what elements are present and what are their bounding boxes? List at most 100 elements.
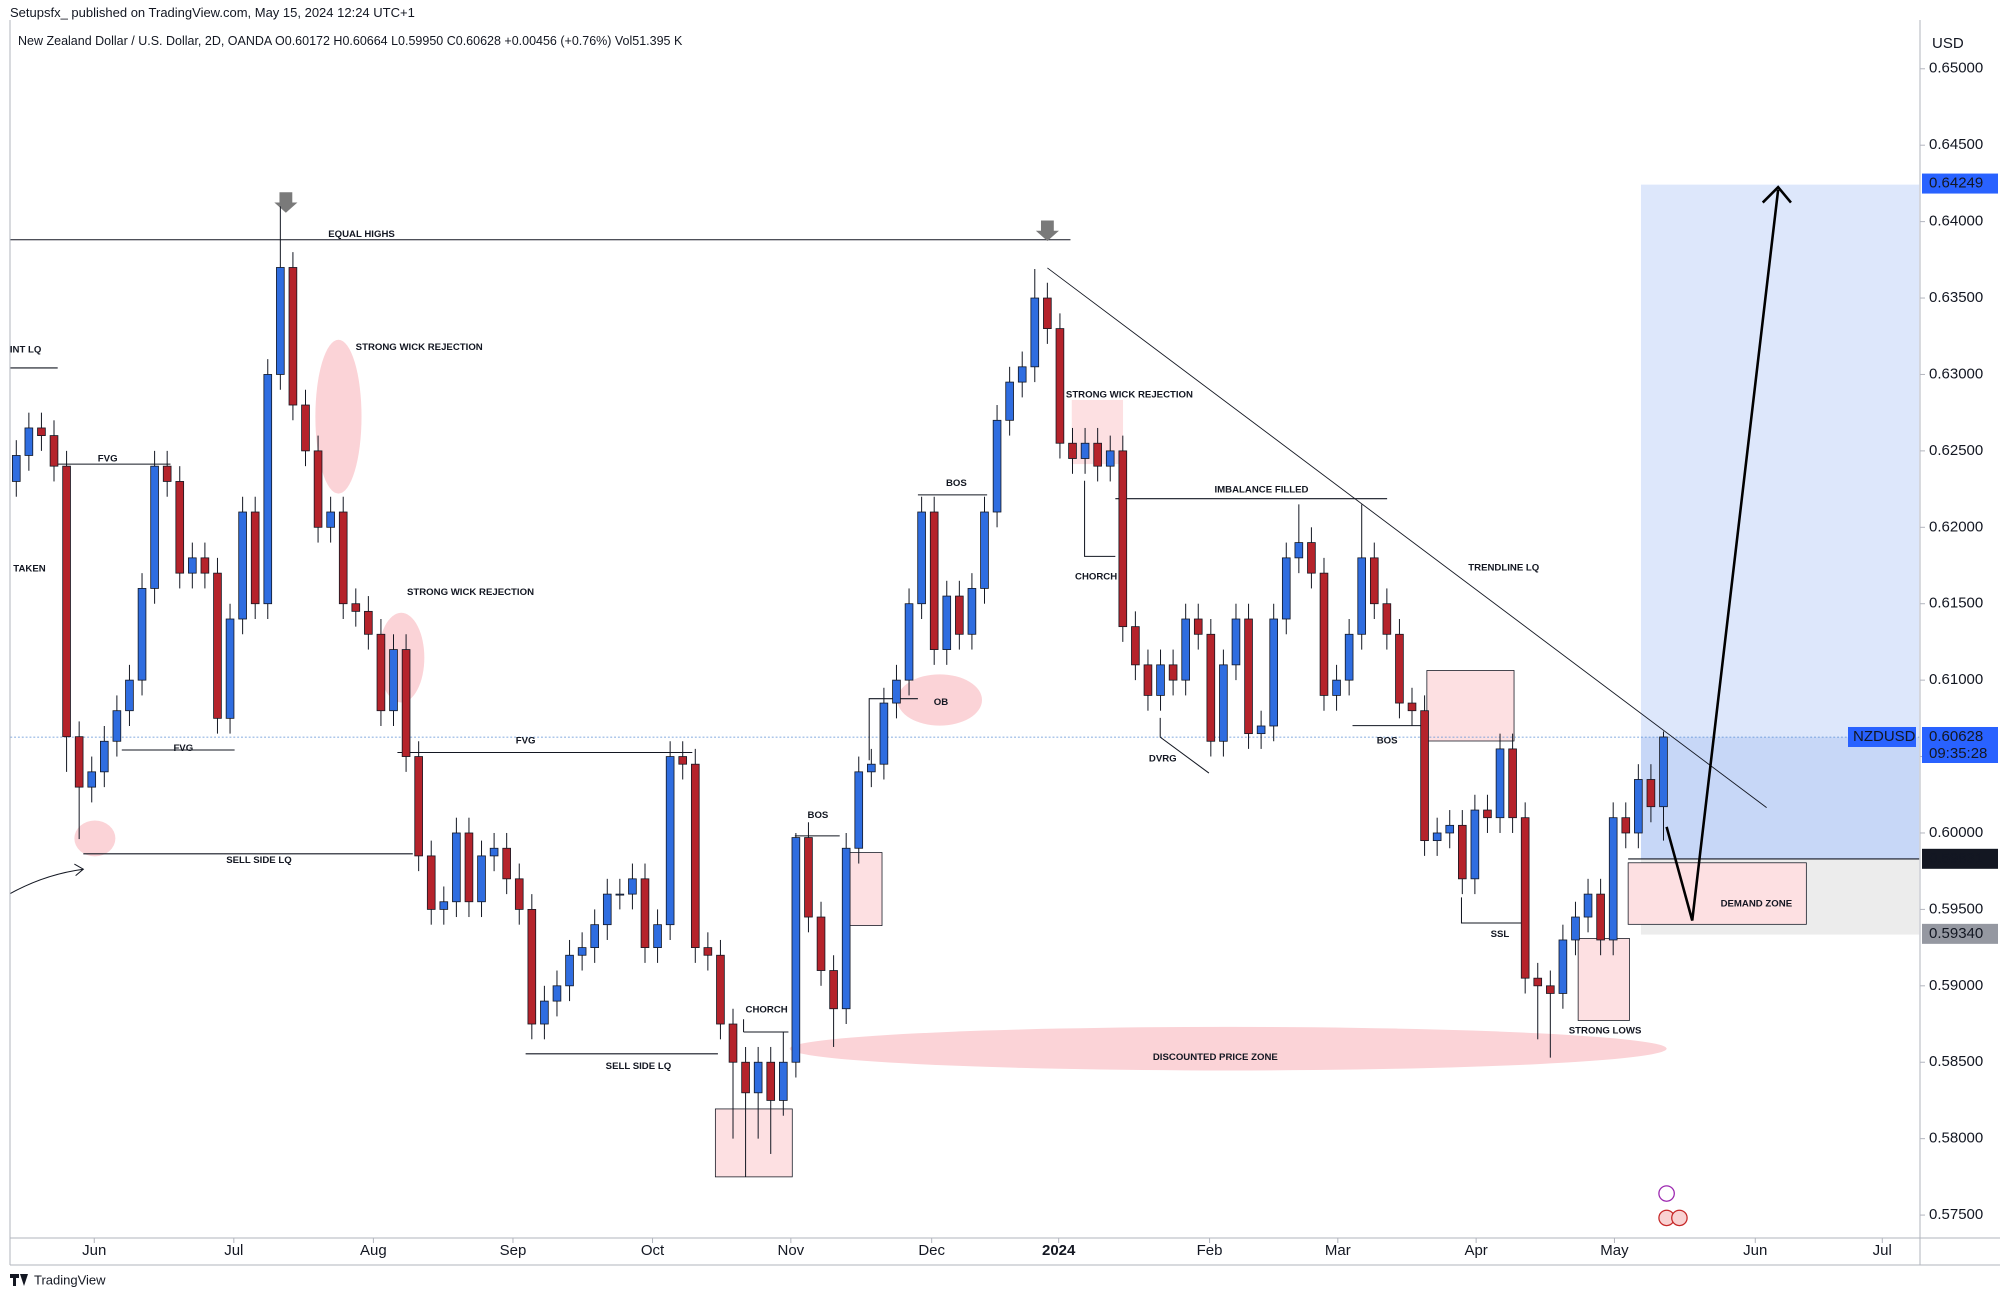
- level-line: [868, 698, 918, 761]
- trendline: [1047, 267, 1767, 809]
- y-tick-label: 0.58500: [1929, 1053, 1983, 1070]
- candle-body: [162, 465, 172, 482]
- x-tick-label: Jun: [1743, 1242, 1767, 1259]
- y-tick-label: 0.62000: [1929, 518, 1983, 535]
- annotation: STRONG WICK REJECTION: [1066, 389, 1193, 400]
- candle-body: [1017, 366, 1027, 383]
- candle-body: [74, 736, 84, 788]
- y-tick-label: 0.63500: [1929, 289, 1983, 306]
- candle-body: [1357, 557, 1367, 635]
- annotation: BOS: [808, 810, 829, 821]
- candle-body: [1256, 725, 1266, 735]
- brand-logo: [10, 1274, 28, 1286]
- candle-body: [577, 947, 587, 956]
- candle-body: [678, 756, 688, 765]
- candle-body: [326, 511, 335, 528]
- candle-body: [389, 649, 398, 712]
- brand: TradingView: [34, 1272, 106, 1287]
- candle-body: [426, 855, 436, 910]
- candle-body: [741, 1061, 750, 1094]
- price-label: 0.59340: [1929, 925, 1983, 942]
- x-tick-label: Nov: [778, 1242, 805, 1259]
- annotation-shapes: INT LQ FVG TAKEN FVG EQUAL HIGHS STRONG …: [10, 184, 1920, 1227]
- candle-body: [238, 511, 247, 620]
- zone-box: [1426, 670, 1515, 742]
- candle-body: [250, 511, 260, 605]
- annotation: FVG: [173, 743, 193, 754]
- x-tick-label: 2024: [1042, 1242, 1076, 1259]
- price-axis-bg: [1920, 0, 2010, 1265]
- candle-body: [1156, 664, 1165, 696]
- candle-body: [37, 427, 46, 436]
- candle-body: [1181, 618, 1190, 681]
- annotation: IMBALANCE FILLED: [1215, 484, 1309, 495]
- x-tick-label: Aug: [360, 1242, 387, 1259]
- candle-body: [1483, 809, 1492, 819]
- candle-body: [351, 603, 361, 612]
- candle-body: [879, 702, 889, 765]
- candle-body: [1420, 710, 1429, 842]
- annotation: SSL: [1491, 929, 1510, 940]
- candle-body: [1269, 618, 1278, 727]
- candle-body: [1093, 442, 1102, 467]
- candle-body: [225, 618, 235, 719]
- candle-body: [263, 374, 273, 605]
- candle-body: [62, 465, 71, 738]
- candle-body: [1395, 633, 1404, 704]
- candle-body: [364, 610, 373, 635]
- level-line: [1084, 480, 1116, 557]
- candle-body: [1533, 977, 1543, 987]
- candles: [11, 206, 1668, 1177]
- candle-body: [653, 924, 662, 949]
- candle-body: [829, 970, 838, 1010]
- candle-body: [716, 954, 725, 1025]
- candle-body: [628, 878, 637, 895]
- candle-body: [980, 511, 989, 589]
- currency-label: USD: [1932, 35, 1964, 52]
- candle-body: [175, 481, 185, 574]
- x-tick-label: May: [1600, 1242, 1629, 1259]
- x-tick-label: Jul: [224, 1242, 243, 1259]
- candle-body: [1118, 450, 1128, 628]
- candle-body: [1168, 664, 1178, 681]
- candle-body: [1030, 297, 1040, 368]
- icon: [1658, 1185, 1675, 1202]
- candle-body: [1005, 381, 1014, 421]
- countdown: 09:35:28: [1929, 745, 1987, 762]
- annotation: FVG: [98, 453, 118, 464]
- candle-body: [904, 603, 914, 681]
- y-tick-label: 0.63000: [1929, 365, 1983, 382]
- annotation: DEMAND ZONE: [1721, 898, 1793, 909]
- candle-body: [288, 267, 298, 406]
- candle-body: [640, 878, 650, 949]
- icon: [1671, 1209, 1688, 1227]
- symbol-tag-bg: [1848, 726, 1916, 747]
- candle-body: [1608, 817, 1618, 941]
- candle-body: [11, 455, 21, 482]
- candle-body: [766, 1061, 776, 1101]
- candle-body: [1332, 679, 1341, 696]
- price-label-bg: [1922, 726, 1998, 763]
- annotation: INT LQ: [10, 345, 42, 356]
- symbol-tag: NZDUSD: [1853, 728, 1916, 745]
- candle-body: [313, 450, 323, 528]
- candle-body: [452, 832, 461, 903]
- candle-body: [1319, 572, 1329, 696]
- candle-body: [753, 1061, 763, 1094]
- x-tick-label: Sep: [500, 1242, 527, 1259]
- y-tick-label: 0.61500: [1929, 595, 1983, 612]
- symbol-line: New Zealand Dollar / U.S. Dollar, 2D, OA…: [18, 34, 683, 48]
- candle-body: [942, 595, 952, 650]
- candle-body: [1458, 824, 1467, 880]
- y-tick-label: 0.61000: [1929, 671, 1983, 688]
- x-tick-label: Jul: [1873, 1242, 1892, 1259]
- candle-body: [200, 557, 210, 574]
- y-tick-label: 0.62500: [1929, 442, 1983, 459]
- y-tick-label: 0.64000: [1929, 213, 1983, 230]
- candle-body: [301, 404, 310, 452]
- discount-zone: [789, 1026, 1667, 1071]
- publisher-line: Setupsfx_ published on TradingView.com, …: [10, 5, 415, 20]
- x-tick-label: Dec: [918, 1242, 945, 1259]
- candle-body: [1068, 442, 1077, 459]
- candle-body: [1520, 817, 1530, 979]
